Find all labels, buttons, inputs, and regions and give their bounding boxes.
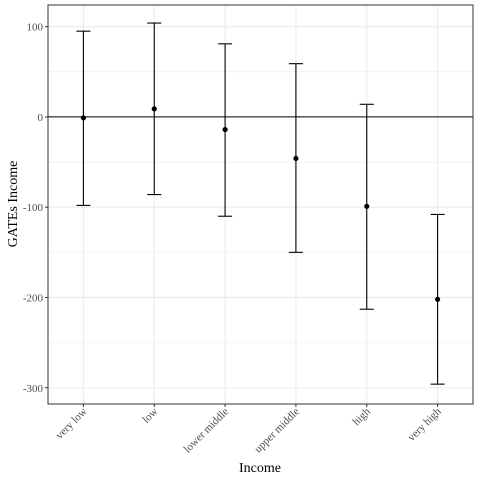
x-tick-label: very low [54, 406, 90, 442]
y-axis: 100 0 -100 -200 -300 [23, 22, 48, 395]
x-axis: very low low lower middle upper middle high v… [54, 404, 444, 455]
x-tick-label: very high [406, 405, 444, 443]
x-tick-label: lower middle [181, 406, 231, 456]
x-tick-label: upper middle [252, 406, 302, 456]
x-tick-label: high [351, 405, 374, 428]
y-tick-label: 100 [27, 22, 44, 34]
y-tick-label: -100 [23, 202, 44, 214]
point-estimate [434, 296, 441, 302]
grid-lines [48, 5, 473, 404]
y-tick-label: 0 [38, 112, 44, 124]
y-axis-title: GATEs Income [6, 161, 21, 248]
point-estimate [293, 155, 299, 162]
point-estimates [80, 106, 441, 302]
point-estimate [364, 203, 370, 209]
point-estimate [80, 115, 87, 121]
point-estimate [151, 106, 157, 112]
x-tick-label: low [140, 406, 160, 426]
y-tick-label: -300 [23, 383, 44, 395]
panel-border [47, 4, 474, 405]
y-tick-label: -200 [23, 292, 44, 304]
point-estimate [222, 126, 228, 133]
error-bars [76, 22, 445, 385]
x-axis-title: Income [239, 461, 281, 476]
